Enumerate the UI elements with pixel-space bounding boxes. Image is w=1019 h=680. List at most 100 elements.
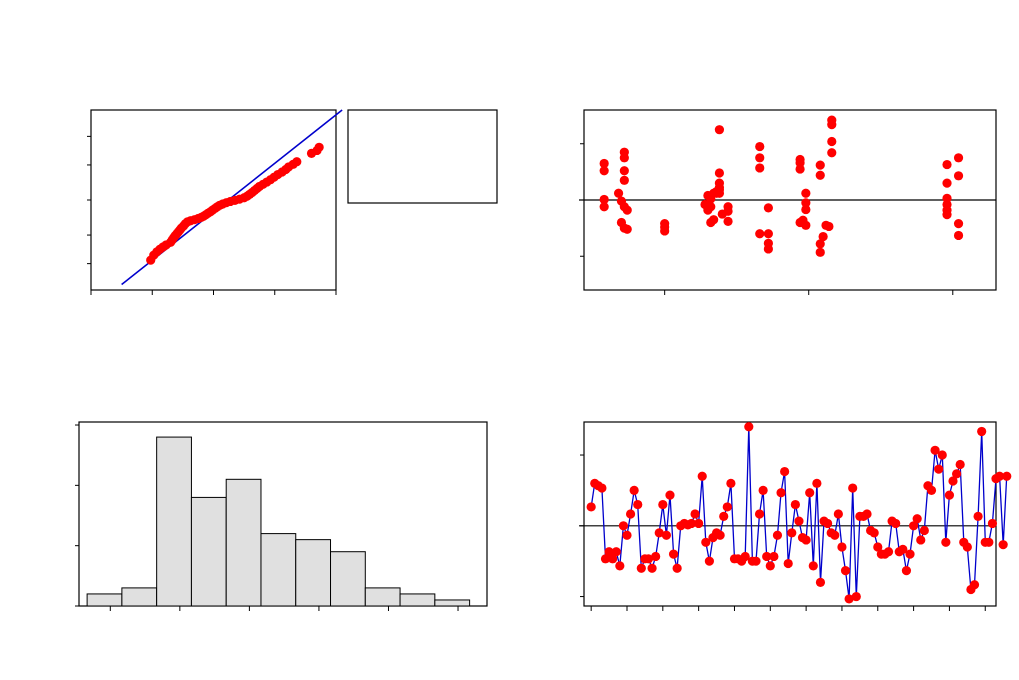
residuals-versus-fits-point bbox=[619, 175, 629, 185]
residuals-versus-fits-points bbox=[599, 115, 964, 257]
residuals-versus-order-point bbox=[926, 485, 937, 496]
residuals-versus-fits-point bbox=[723, 216, 733, 226]
histogram-bar bbox=[121, 587, 158, 607]
residuals-versus-order-point bbox=[668, 549, 679, 559]
residuals-versus-order-point bbox=[654, 528, 664, 538]
residuals-versus-order-point bbox=[643, 554, 654, 564]
residuals-versus-order-point bbox=[754, 509, 765, 519]
residuals-versus-order-point bbox=[891, 518, 901, 529]
residual-histogram-x-ticks bbox=[109, 606, 459, 611]
residuals-versus-order-point bbox=[948, 476, 958, 486]
residuals-versus-order-point bbox=[794, 516, 804, 526]
residuals-versus-fits-point bbox=[709, 215, 719, 225]
residuals-versus-order-point bbox=[837, 542, 847, 552]
residuals-versus-order-point bbox=[586, 502, 596, 512]
normal-probability-plot bbox=[87, 109, 343, 295]
residuals-versus-order-point bbox=[1002, 471, 1012, 481]
residuals-versus-order-point bbox=[600, 554, 611, 564]
residuals-versus-fits-point bbox=[714, 168, 725, 178]
residuals-versus-order-point bbox=[955, 459, 965, 470]
residuals-versus-order-point bbox=[998, 540, 1008, 550]
residuals-versus-fits-point bbox=[827, 136, 837, 147]
residuals-versus-fits-point bbox=[599, 158, 609, 169]
residual-histogram-bars bbox=[86, 436, 471, 607]
residuals-versus-order-point bbox=[672, 563, 682, 573]
residuals-versus-order-point bbox=[686, 518, 697, 529]
residuals-versus-order-point bbox=[973, 511, 983, 521]
residuals-versus-order-point bbox=[883, 547, 894, 557]
residuals-versus-order-point bbox=[726, 478, 736, 488]
residuals-versus-order-point bbox=[901, 566, 912, 576]
residuals-versus-order-point bbox=[665, 490, 675, 500]
residuals-versus-order-point bbox=[869, 528, 879, 538]
residuals-versus-order-plot bbox=[579, 421, 1012, 611]
residuals-versus-order-point bbox=[830, 530, 840, 540]
histogram-bar bbox=[156, 436, 192, 607]
residuals-versus-order-point bbox=[715, 530, 725, 540]
normal-probability-points bbox=[146, 142, 324, 265]
residuals-versus-fits-point bbox=[942, 178, 952, 188]
residuals-versus-order-point bbox=[719, 511, 729, 521]
residuals-versus-order-point bbox=[611, 547, 621, 557]
residuals-versus-order-point bbox=[844, 594, 854, 604]
residuals-versus-fits-point bbox=[660, 226, 670, 236]
residuals-versus-fits-point bbox=[953, 230, 964, 241]
residuals-versus-order-point bbox=[618, 521, 629, 531]
residuals-versus-order-point bbox=[787, 528, 797, 538]
residuals-versus-order-points bbox=[586, 422, 1012, 604]
residuals-versus-fits-point bbox=[763, 229, 773, 239]
residuals-versus-order-point bbox=[758, 485, 768, 496]
residuals-versus-order-point bbox=[615, 561, 625, 571]
residuals-versus-fits-point bbox=[815, 160, 825, 170]
residuals-versus-order-point bbox=[622, 530, 632, 540]
residuals-versus-order-point bbox=[984, 537, 994, 547]
residuals-versus-fits-point bbox=[827, 120, 837, 130]
residuals-versus-order-point bbox=[661, 530, 672, 540]
histogram-bar bbox=[225, 478, 262, 607]
residuals-versus-fits-point bbox=[942, 210, 952, 220]
residuals-versus-order-point bbox=[898, 544, 908, 554]
residuals-versus-fits-point bbox=[706, 202, 716, 212]
histogram-bar bbox=[330, 551, 366, 607]
residuals-versus-fits-point bbox=[827, 148, 837, 158]
residuals-versus-fits-point bbox=[599, 202, 609, 212]
residuals-versus-fits-point bbox=[755, 141, 765, 152]
residuals-versus-order-point bbox=[916, 535, 926, 545]
residuals-versus-order-point bbox=[912, 514, 922, 524]
histogram-bar bbox=[399, 593, 436, 607]
normal-probability-y-ticks bbox=[87, 135, 91, 265]
normal-probability-point bbox=[314, 142, 324, 152]
residuals-versus-fits-point bbox=[723, 206, 733, 216]
residuals-versus-fits-point bbox=[801, 220, 811, 230]
residuals-versus-fits-point bbox=[818, 231, 828, 242]
residuals-versus-fits-point bbox=[714, 178, 725, 188]
residuals-versus-order-point bbox=[862, 509, 872, 519]
residuals-versus-fits-point bbox=[755, 163, 765, 173]
residuals-versus-order-point bbox=[934, 464, 944, 474]
residuals-versus-order-point bbox=[962, 542, 972, 552]
residuals-versus-order-point bbox=[808, 561, 818, 571]
residuals-versus-order-point bbox=[658, 499, 668, 510]
residuals-versus-order-point bbox=[833, 509, 843, 519]
residuals-versus-order-point bbox=[608, 554, 618, 564]
residuals-versus-order-point bbox=[629, 485, 639, 496]
residuals-versus-order-point bbox=[909, 521, 919, 531]
residuals-versus-order-point bbox=[740, 551, 750, 562]
residuals-versus-order-point bbox=[790, 499, 800, 510]
residuals-versus-fits-point bbox=[953, 171, 964, 181]
residuals-versus-fits-point bbox=[619, 166, 629, 176]
residual-histogram-y-ticks bbox=[75, 424, 79, 607]
residuals-versus-order-point bbox=[776, 488, 786, 498]
residuals-versus-order-x-ticks bbox=[590, 606, 986, 611]
residuals-versus-order-point bbox=[919, 525, 929, 536]
residuals-versus-order-point bbox=[701, 537, 711, 547]
residuals-versus-order-point bbox=[604, 547, 614, 557]
residuals-versus-order-frame bbox=[583, 421, 997, 607]
residuals-versus-order-point bbox=[783, 558, 793, 569]
residuals-versus-order-point bbox=[812, 478, 822, 488]
residuals-versus-fits-point bbox=[619, 153, 629, 163]
residuals-versus-order-point bbox=[722, 502, 732, 512]
residuals-versus-order-point bbox=[765, 561, 775, 571]
residuals-versus-fits-point bbox=[801, 198, 811, 208]
